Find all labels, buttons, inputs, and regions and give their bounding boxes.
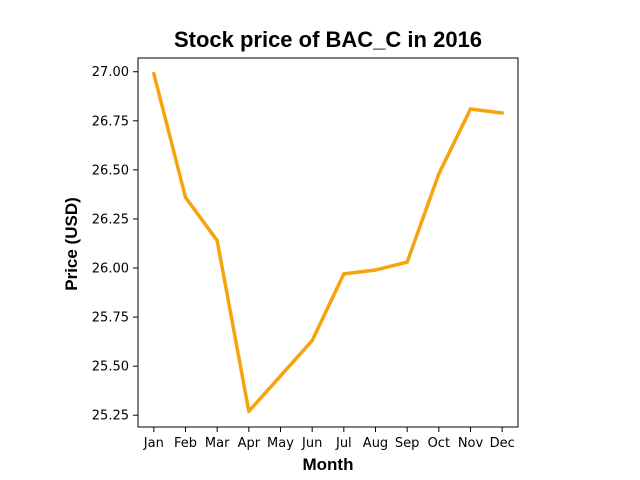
data-point: [500, 111, 504, 115]
x-tick-label: Mar: [205, 436, 230, 451]
x-tick-label: Oct: [428, 436, 450, 451]
x-tick-label: Sep: [395, 436, 420, 451]
data-point: [183, 195, 188, 200]
data-point: [278, 374, 283, 378]
y-tick-label: 25.75: [92, 311, 129, 326]
x-tick-label: Apr: [238, 436, 261, 451]
y-tick-label: 26.50: [92, 163, 129, 178]
series-line: [152, 73, 503, 414]
y-tick-label: 25.25: [92, 409, 129, 424]
plot-area: 25.25 25.50 25.75 26.00 26.25 26.50 26.75 27.00…: [92, 57, 519, 451]
plot-frame: [137, 57, 519, 428]
y-tick-label: 27.00: [92, 65, 129, 80]
chart-title: Stock price of BAC_C in 2016: [174, 27, 482, 52]
x-tick-label: Feb: [174, 436, 197, 451]
x-tick-label: Nov: [458, 436, 484, 451]
y-tick-label: 25.50: [92, 360, 129, 375]
data-point: [437, 172, 441, 176]
y-tick-label: 26.00: [92, 262, 129, 277]
x-tick-label: Jan: [143, 436, 164, 451]
data-point: [247, 409, 251, 414]
data-point: [342, 272, 346, 276]
data-point: [373, 268, 378, 272]
x-tick-label: Jul: [335, 436, 352, 451]
data-point: [405, 260, 409, 264]
y-tick-label: 26.25: [92, 212, 129, 227]
x-tick-label: Dec: [490, 436, 515, 451]
data-point: [215, 238, 219, 243]
x-tick-label: Aug: [363, 436, 388, 451]
y-tick-label: 26.75: [92, 114, 129, 129]
data-point: [468, 107, 473, 111]
x-axis-label: Month: [303, 455, 354, 474]
data-point: [152, 71, 156, 76]
x-tick-label: May: [267, 436, 294, 451]
data-point: [310, 338, 314, 343]
y-axis-label: Price (USD): [62, 197, 81, 291]
x-tick-label: Jun: [301, 436, 322, 451]
